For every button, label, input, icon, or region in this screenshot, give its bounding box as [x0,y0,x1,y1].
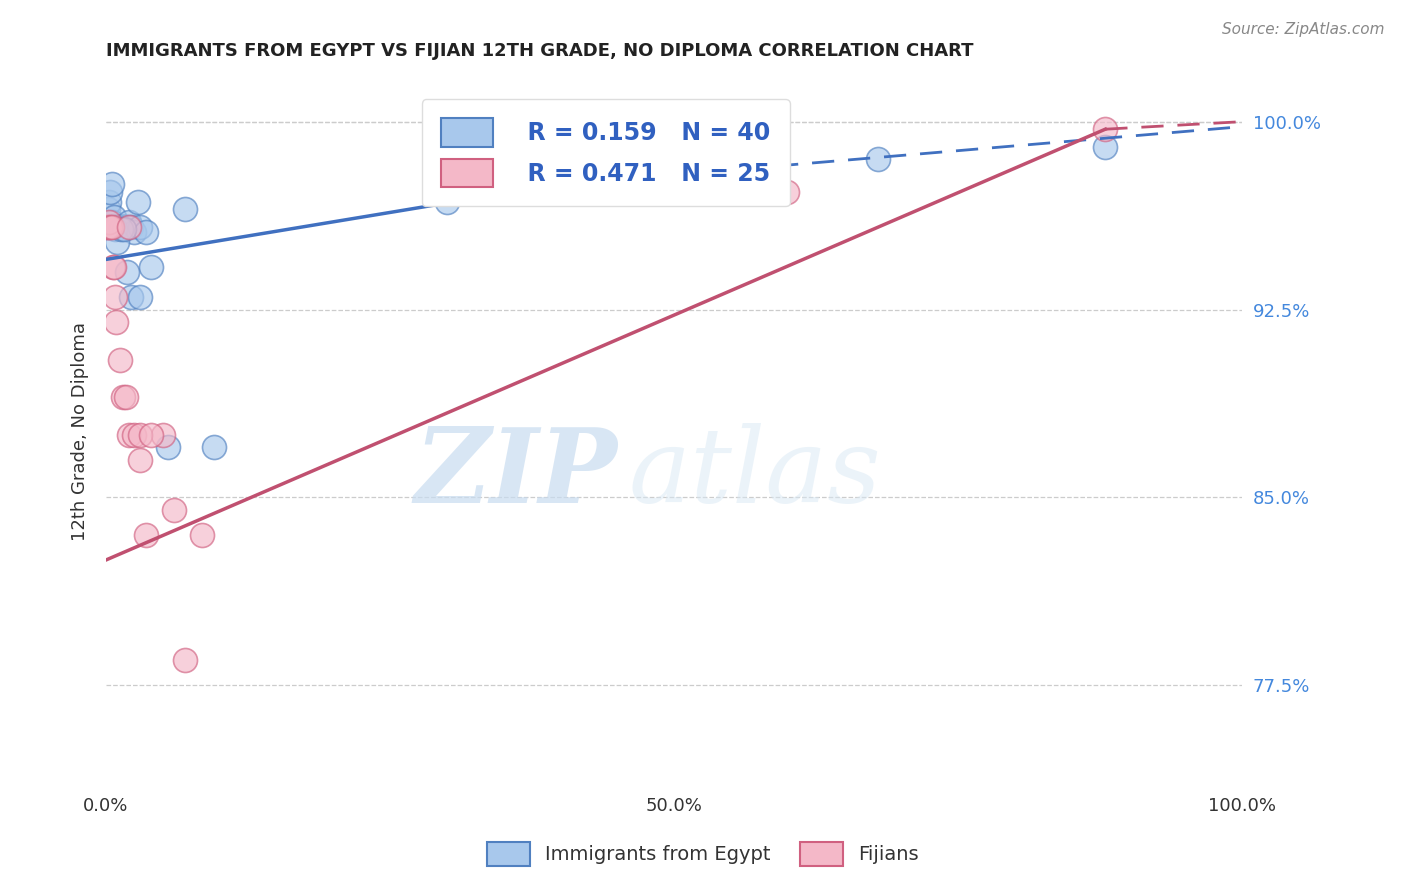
Point [120,219,142,234]
Point [105,235,128,249]
Text: atlas: atlas [628,423,882,524]
Legend: Immigrants from Egypt, Fijians: Immigrants from Egypt, Fijians [479,834,927,873]
Point [115,219,138,234]
Point [97,202,120,217]
Point [100,219,122,234]
Point [97,219,120,234]
Point [115,390,138,404]
Point [101,219,124,234]
Point [100,178,122,192]
Point [104,222,127,236]
Point [100,215,122,229]
Point [112,222,135,236]
Point [776,185,799,199]
Y-axis label: 12th Grade, No Diploma: 12th Grade, No Diploma [72,321,89,541]
Point [157,440,180,454]
Point [114,219,136,234]
Point [104,290,127,304]
Point [129,453,152,467]
Point [129,427,152,442]
Point [1094,122,1116,136]
Point [174,653,197,667]
Point [135,225,157,239]
Point [98,215,121,229]
Point [104,219,127,234]
Point [98,194,121,209]
Point [127,194,149,209]
Point [103,210,125,224]
Point [110,219,132,234]
Point [141,427,163,442]
Point [152,427,174,442]
Text: Source: ZipAtlas.com: Source: ZipAtlas.com [1222,22,1385,37]
Point [100,219,122,234]
Legend:   R = 0.159   N = 40,   R = 0.471   N = 25: R = 0.159 N = 40, R = 0.471 N = 25 [422,99,790,206]
Point [135,528,157,542]
Point [101,260,124,274]
Text: IMMIGRANTS FROM EGYPT VS FIJIAN 12TH GRADE, NO DIPLOMA CORRELATION CHART: IMMIGRANTS FROM EGYPT VS FIJIAN 12TH GRA… [105,42,973,60]
Point [436,194,458,209]
Point [202,440,225,454]
Point [105,219,128,234]
Point [141,260,163,274]
Point [117,427,139,442]
Point [100,185,122,199]
Point [191,528,214,542]
Point [105,315,128,329]
Point [110,222,132,236]
Point [124,225,146,239]
Point [111,219,134,234]
Point [111,219,134,234]
Point [111,390,134,404]
Point [117,219,139,234]
Point [96,219,118,234]
Text: ZIP: ZIP [413,423,617,524]
Point [174,202,197,217]
Point [1094,139,1116,153]
Point [117,265,139,279]
Point [105,219,128,234]
Point [103,260,125,274]
Point [108,219,131,234]
Point [96,219,118,234]
Point [868,153,890,167]
Point [108,352,131,367]
Point [107,219,129,234]
Point [117,215,139,229]
Point [112,219,135,234]
Point [129,219,152,234]
Point [163,503,186,517]
Point [124,427,146,442]
Point [129,290,152,304]
Point [120,290,142,304]
Point [117,219,139,234]
